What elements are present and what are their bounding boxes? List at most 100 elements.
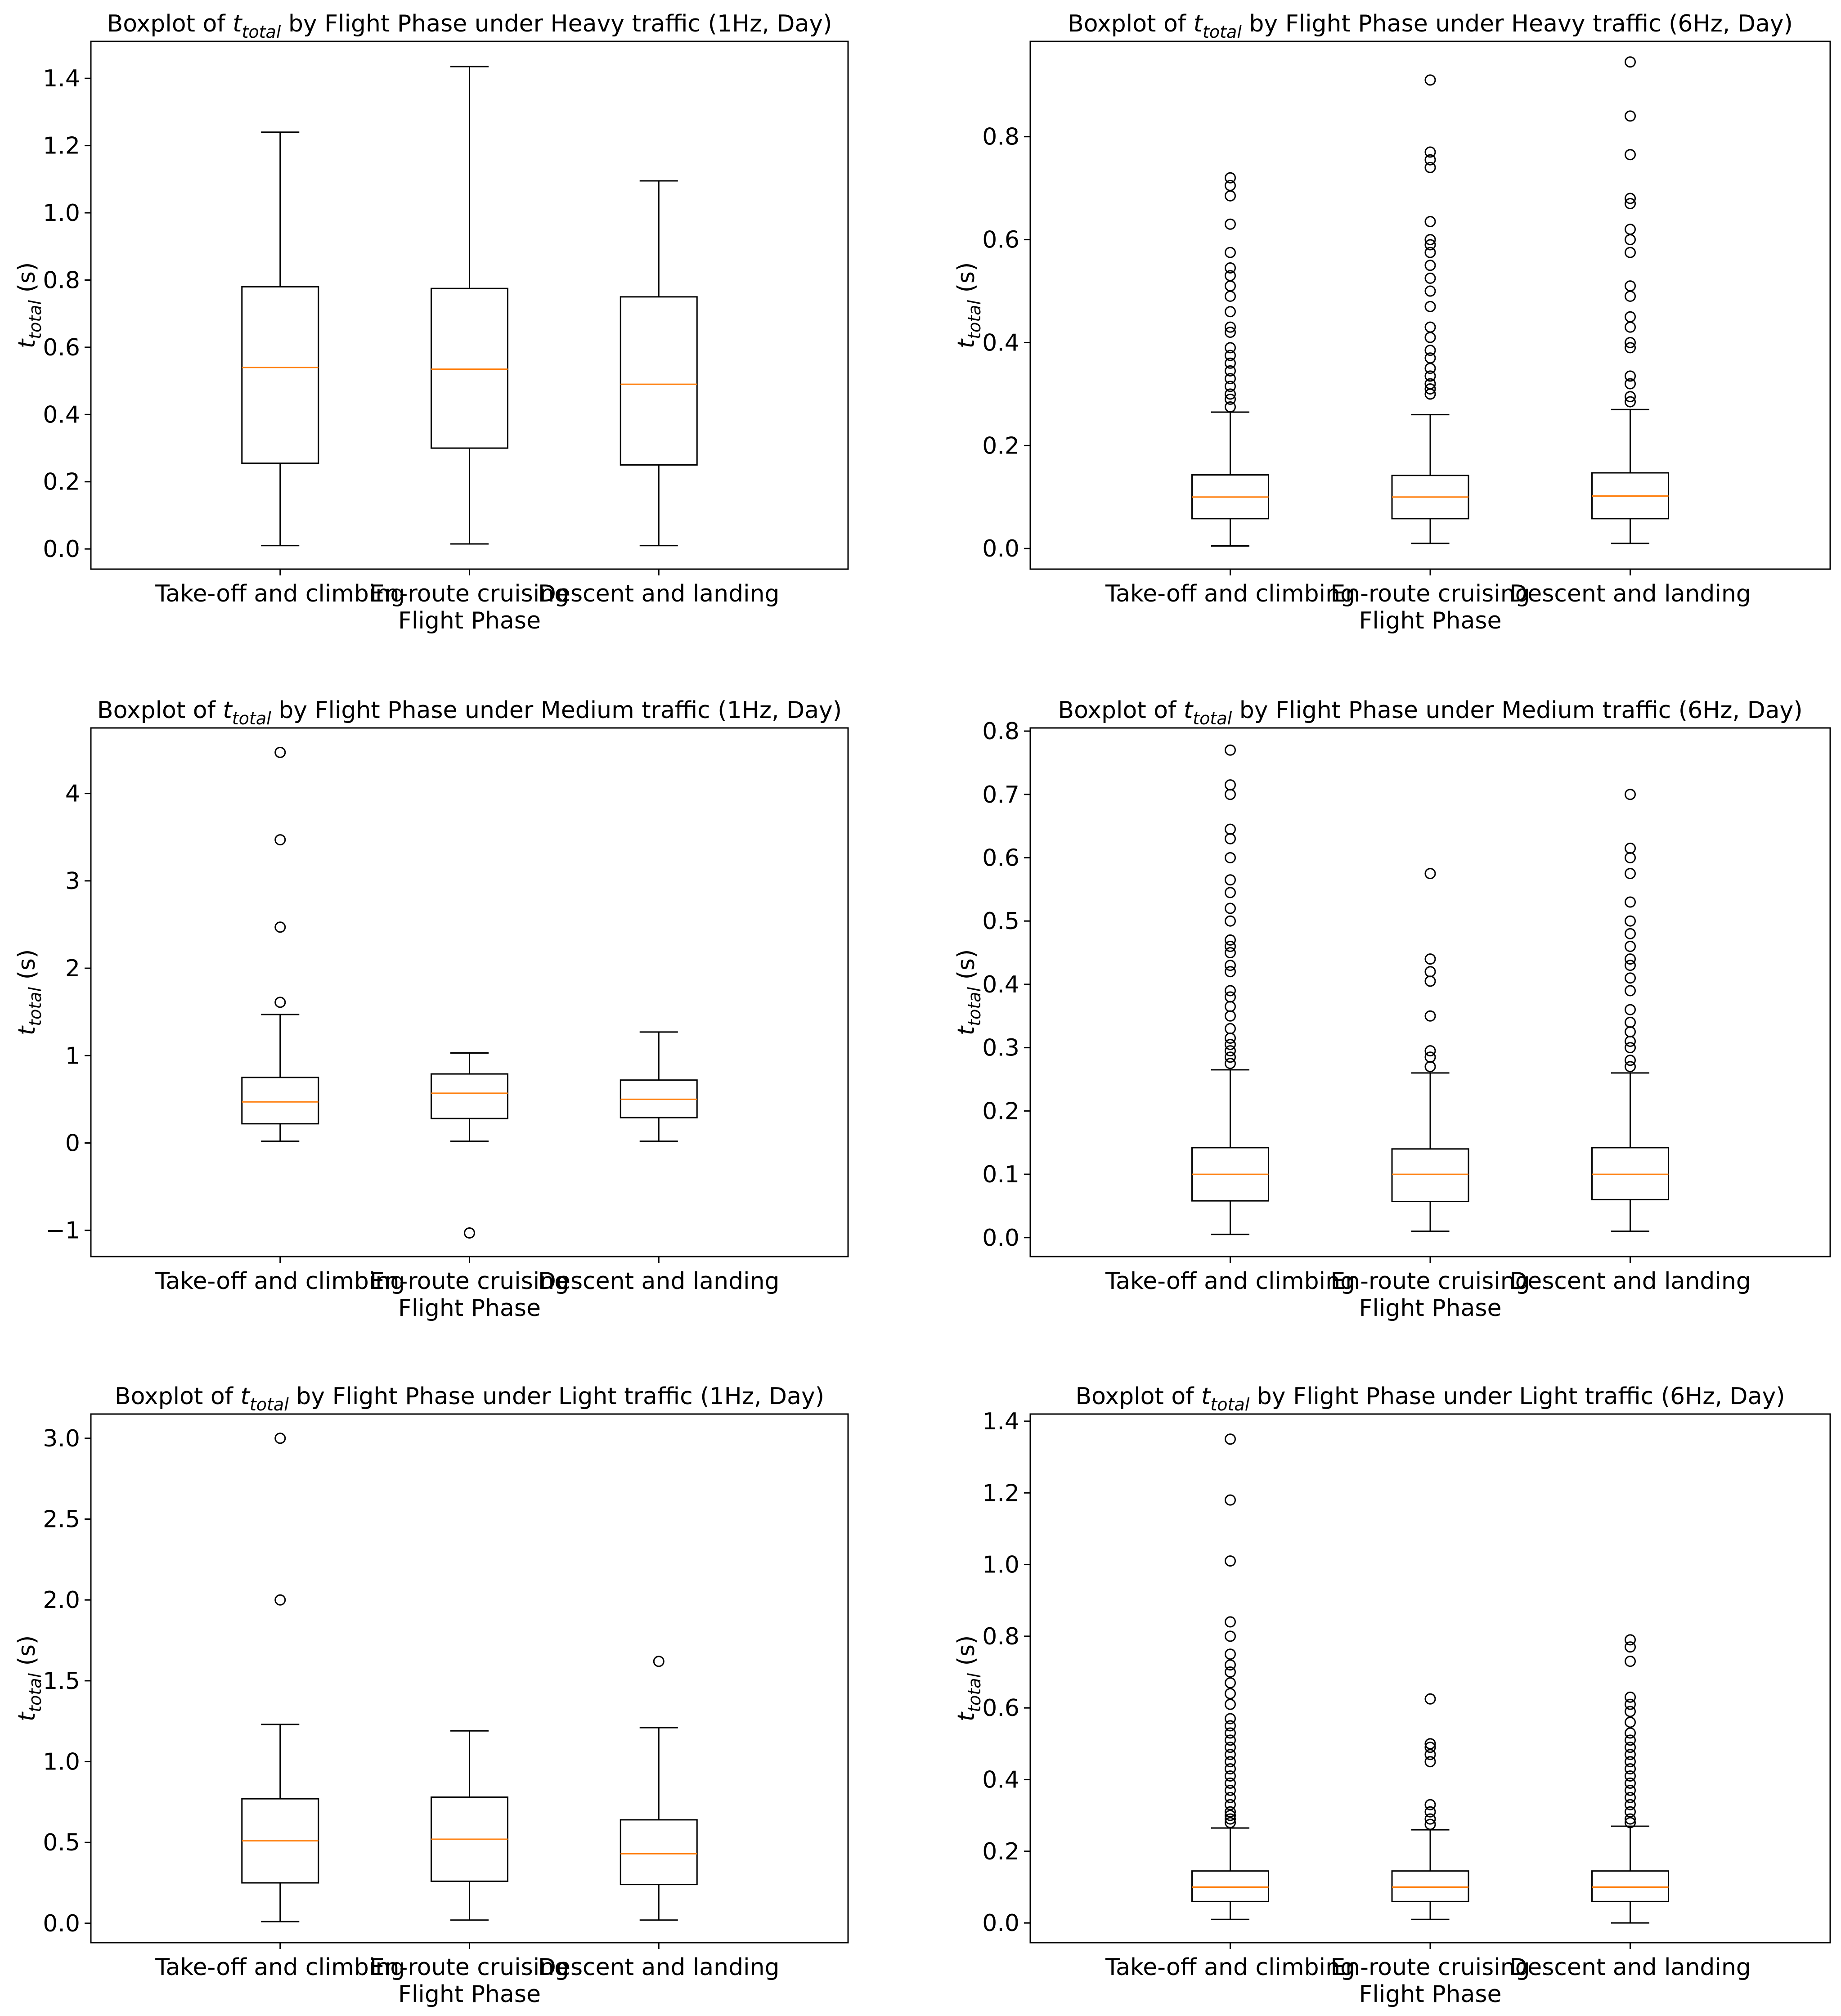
outlier-point xyxy=(1225,373,1236,385)
outlier-point xyxy=(1225,190,1236,202)
outlier-point xyxy=(1424,1756,1436,1768)
outlier-point xyxy=(1225,247,1236,258)
outlier-point xyxy=(1225,744,1236,756)
outlier-point xyxy=(1625,1061,1636,1073)
outlier-point xyxy=(1225,393,1236,405)
outlier-point xyxy=(1225,306,1236,318)
y-tick-label: 1.5 xyxy=(43,1668,80,1695)
outlier-point xyxy=(1424,332,1436,343)
chart-panel-6: Boxplot of ttotal by Flight Phase under … xyxy=(953,1383,1831,2008)
iqr-box xyxy=(1591,1870,1669,1902)
y-tick-label: 0.6 xyxy=(982,1695,1019,1722)
outlier-point xyxy=(1424,1749,1436,1760)
outlier-point xyxy=(1625,247,1636,258)
y-axis-label: ttotal (s) xyxy=(13,949,45,1036)
chart-title: Boxplot of ttotal by Flight Phase under … xyxy=(107,10,832,42)
outlier-point xyxy=(1225,1045,1236,1057)
outlier-point xyxy=(1625,1698,1636,1710)
y-tick-label: 1.0 xyxy=(43,1749,80,1776)
outlier-point xyxy=(1225,1630,1236,1642)
iqr-box xyxy=(241,1077,319,1125)
outlier-point xyxy=(274,997,286,1008)
x-tick-label: Take-off and climbing xyxy=(1105,1268,1355,1295)
outlier-point xyxy=(1225,789,1236,800)
box-1 xyxy=(241,1432,319,1922)
outlier-point xyxy=(1225,1770,1236,1782)
outlier-point xyxy=(653,1656,665,1667)
x-tick-label: Take-off and climbing xyxy=(1105,580,1355,607)
outlier-point xyxy=(1225,1763,1236,1775)
outlier-point xyxy=(1225,1659,1236,1671)
y-tick-label: 0.2 xyxy=(982,432,1019,459)
outlier-point xyxy=(1424,1045,1436,1057)
outlier-point xyxy=(1625,280,1636,292)
outlier-point xyxy=(1625,1784,1636,1796)
outlier-point xyxy=(1625,1727,1636,1739)
y-tick-label: 0.0 xyxy=(982,535,1019,562)
x-tick-label: En-route cruising xyxy=(1330,1954,1530,1981)
y-tick-label: 0.1 xyxy=(982,1161,1019,1188)
y-tick-label: 0.4 xyxy=(982,1767,1019,1794)
box-1 xyxy=(1191,1433,1269,1920)
box-3 xyxy=(620,180,698,547)
box-1 xyxy=(1191,744,1269,1235)
outlier-point xyxy=(1225,357,1236,369)
outlier-point xyxy=(1225,991,1236,1003)
outlier-point xyxy=(1225,1648,1236,1660)
outlier-point xyxy=(1225,1023,1236,1034)
outlier-point xyxy=(1225,1720,1236,1732)
x-tick-label: Take-off and climbing xyxy=(155,1954,405,1981)
outlier-point xyxy=(1424,285,1436,297)
outlier-point xyxy=(1225,1677,1236,1688)
x-axis-label: Flight Phase xyxy=(1359,1981,1502,2008)
outlier-point xyxy=(1625,915,1636,927)
outlier-point xyxy=(1424,239,1436,251)
y-tick-label: −1 xyxy=(45,1217,80,1244)
x-tick-label: Descent and landing xyxy=(538,1954,780,1981)
outlier-point xyxy=(1625,1778,1636,1789)
outlier-point xyxy=(1225,172,1236,184)
outlier-point xyxy=(1625,1742,1636,1753)
outlier-point xyxy=(1225,1749,1236,1760)
outlier-point xyxy=(1625,940,1636,952)
x-tick-label: Descent and landing xyxy=(1509,1268,1751,1295)
outlier-point xyxy=(1225,1688,1236,1699)
outlier-point xyxy=(1625,1036,1636,1047)
outlier-point xyxy=(1225,1792,1236,1803)
outlier-point xyxy=(1225,1039,1236,1051)
outlier-point xyxy=(1225,1010,1236,1022)
plot-frame xyxy=(1029,1413,1831,1944)
outlier-point xyxy=(1424,1051,1436,1063)
chart-title: Boxplot of ttotal by Flight Phase under … xyxy=(97,697,842,728)
iqr-box xyxy=(1391,1148,1469,1203)
outlier-point xyxy=(1625,972,1636,984)
outlier-point xyxy=(1225,966,1236,978)
outlier-point xyxy=(1625,193,1636,204)
y-tick-label: 0.4 xyxy=(982,971,1019,998)
y-tick-label: 1.0 xyxy=(43,200,80,227)
y-tick-label: 0.5 xyxy=(43,1829,80,1856)
outlier-point xyxy=(1225,381,1236,392)
outlier-point xyxy=(1625,342,1636,354)
box-2 xyxy=(431,1730,508,1921)
outlier-point xyxy=(1424,1799,1436,1810)
outlier-point xyxy=(1225,270,1236,282)
y-axis-label: ttotal (s) xyxy=(953,1635,984,1722)
y-tick-label: 0 xyxy=(65,1130,80,1157)
outlier-point xyxy=(1424,1061,1436,1073)
outlier-point xyxy=(1625,953,1636,965)
outlier-point xyxy=(1225,902,1236,914)
outlier-point xyxy=(1424,321,1436,333)
outlier-point xyxy=(1424,1818,1436,1830)
outlier-point xyxy=(1424,1738,1436,1750)
box-3 xyxy=(1591,56,1669,544)
outlier-point xyxy=(1625,928,1636,939)
box-1 xyxy=(1191,172,1269,547)
outlier-point xyxy=(1225,1813,1236,1825)
chart-panel-2: Boxplot of ttotal by Flight Phase under … xyxy=(953,10,1831,634)
outlier-point xyxy=(1225,833,1236,844)
outlier-point xyxy=(1625,198,1636,209)
x-tick-label: En-route cruising xyxy=(370,1954,569,1981)
box-2 xyxy=(431,66,508,545)
